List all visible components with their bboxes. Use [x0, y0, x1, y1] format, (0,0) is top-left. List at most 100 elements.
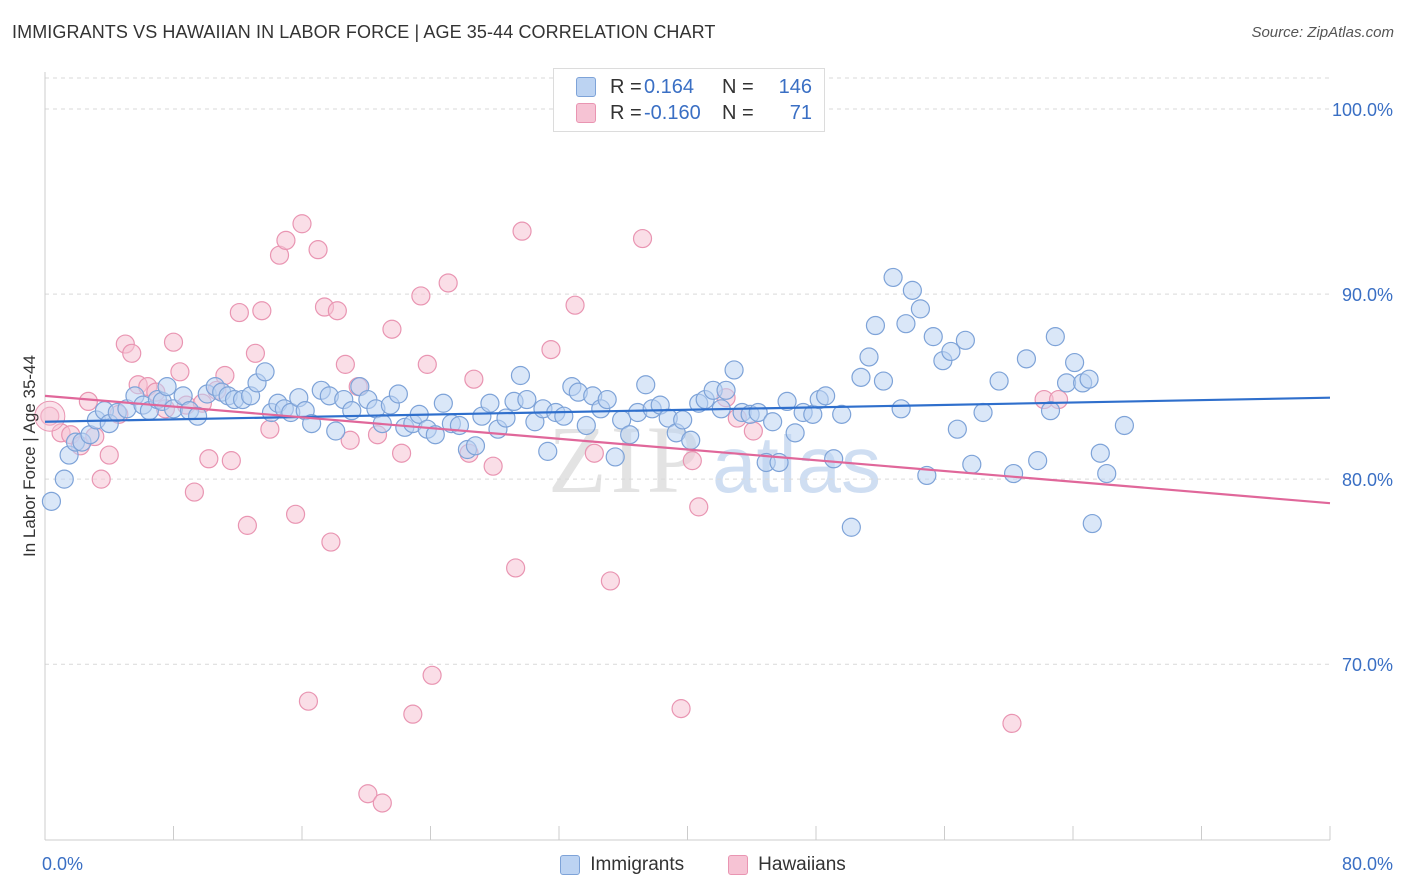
series-legend: Immigrants Hawaiians — [0, 852, 1406, 878]
immigrants-point — [1028, 451, 1048, 471]
hawaiians-point — [245, 343, 266, 363]
hawaiians-point — [743, 421, 763, 441]
hawaiians-point — [358, 784, 378, 804]
legend-label-hawaiians: Hawaiians — [758, 854, 846, 875]
immigrants-point — [716, 380, 736, 400]
immigrants-point — [910, 299, 931, 319]
immigrants-point — [673, 410, 693, 430]
immigrants-point — [326, 421, 346, 441]
hawaiians-point — [221, 451, 241, 471]
immigrants-point — [777, 391, 797, 412]
immigrants-point — [1082, 513, 1102, 534]
immigrants-point — [865, 315, 886, 336]
immigrants-point — [620, 425, 640, 445]
axes — [44, 72, 1331, 841]
y-tick-label-90: 90.0% — [1342, 285, 1393, 305]
axis-labels: 70.0% 80.0% 90.0% 100.0% 0.0% 80.0% In Labor F… — [20, 100, 1393, 874]
legend-label-immigrants: Immigrants — [590, 854, 685, 875]
immigrants-point — [896, 314, 916, 334]
hawaiians-point — [252, 301, 272, 321]
immigrants-trend-line — [44, 396, 1331, 423]
hawaiians-point — [298, 691, 319, 711]
hawaiians-point — [91, 469, 111, 489]
hawaiians-point — [483, 456, 503, 476]
chart-title: IMMIGRANTS VS HAWAIIAN IN LABOR FORCE | … — [12, 22, 716, 42]
hawaiians-point — [1002, 713, 1022, 734]
immigrants-point — [1045, 327, 1065, 347]
hawaiians-point — [671, 699, 691, 719]
y-axis-label: In Labor Force | Age 35-44 — [20, 355, 39, 557]
immigrants-point — [1065, 352, 1085, 373]
hawaiians-point — [403, 704, 423, 724]
hawaiians-point — [565, 295, 585, 315]
immigrants-point — [883, 267, 903, 288]
immigrants-point — [973, 402, 993, 423]
hawaiians-point — [285, 504, 306, 524]
immigrants-point — [1016, 349, 1037, 369]
legend-item-hawaiians[interactable]: Hawaiians — [728, 854, 846, 876]
immigrants-point — [480, 393, 500, 413]
hawaiians-point — [163, 332, 184, 352]
legend-swatch-hawaiians — [728, 855, 749, 875]
immigrants-point — [1056, 373, 1077, 393]
hawaiians-point — [170, 362, 190, 382]
hawaiians-point — [122, 343, 142, 363]
immigrants-point — [636, 375, 656, 395]
legend-r-value-hawaiians: -0.160 — [644, 101, 701, 124]
hawaiians-point — [584, 443, 604, 463]
grid-lines — [45, 77, 1330, 665]
immigrants-point — [941, 341, 961, 362]
source-label: Source: ZipAtlas.com — [1251, 24, 1394, 41]
immigrants-point — [816, 386, 836, 406]
immigrants-point — [724, 360, 744, 380]
immigrants-point — [832, 404, 852, 424]
immigrants-point — [955, 330, 975, 350]
immigrants-point — [433, 393, 453, 413]
immigrants-point — [824, 449, 844, 469]
immigrants-point — [902, 280, 922, 300]
hawaiians-point — [184, 482, 204, 502]
hawaiians-point — [411, 286, 431, 306]
hawaiians-point — [438, 273, 458, 293]
hawaiians-point — [422, 665, 442, 685]
hawaiians-point — [600, 571, 621, 591]
immigrants-point — [597, 389, 617, 410]
hawaiians-point — [237, 515, 257, 535]
y-tick-label-100: 100.0% — [1332, 100, 1393, 120]
y-tick-label-70: 70.0% — [1342, 655, 1393, 675]
immigrants-point — [517, 389, 537, 410]
x-tick-label-min: 0.0% — [42, 854, 83, 874]
legend-swatch-immigrants — [560, 855, 581, 875]
legend-row-hawaiians: R = -0.160 N = 71 — [576, 100, 812, 126]
hawaiians-trend-line — [44, 394, 1331, 505]
legend-n-value-hawaiians: 71 — [789, 101, 812, 124]
immigrants-point — [465, 436, 486, 456]
hawaiians-point — [682, 451, 702, 471]
hawaiians-point — [391, 443, 412, 463]
immigrants-point — [496, 408, 516, 428]
trend-lines — [44, 394, 1331, 505]
immigrants-point — [187, 406, 208, 426]
immigrants-point — [425, 425, 445, 445]
legend-n-value-immigrants: 146 — [778, 75, 812, 98]
legend-row-immigrants: R = 0.164 N = 146 — [576, 74, 812, 100]
hawaiians-point — [506, 558, 526, 578]
correlation-legend: R = 0.164 N = 146 R = -0.160 N = 71 — [553, 68, 825, 132]
hawaiians-point — [327, 301, 347, 321]
immigrants-point — [1090, 443, 1110, 463]
legend-item-immigrants[interactable]: Immigrants — [560, 854, 684, 876]
hawaiians-point — [417, 354, 437, 374]
hawaiians-point — [632, 228, 653, 249]
immigrants-point — [1097, 463, 1117, 484]
immigrants-point — [1040, 401, 1061, 421]
hawaiians-point — [99, 445, 119, 465]
immigrants-point — [947, 419, 967, 439]
immigrants-point — [510, 365, 531, 386]
immigrants-point — [681, 430, 701, 450]
immigrants-point — [891, 399, 911, 419]
immigrants-point — [873, 371, 894, 391]
hawaiians-point — [276, 230, 296, 251]
legend-swatch-immigrants — [576, 77, 596, 97]
legend-swatch-hawaiians — [576, 103, 596, 123]
